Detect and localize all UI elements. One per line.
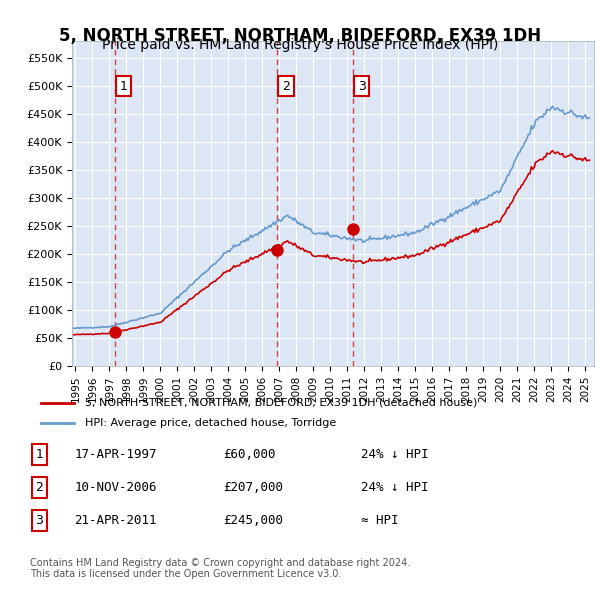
Text: 2: 2 <box>282 80 290 93</box>
Text: Price paid vs. HM Land Registry's House Price Index (HPI): Price paid vs. HM Land Registry's House … <box>102 38 498 53</box>
Text: Contains HM Land Registry data © Crown copyright and database right 2024.
This d: Contains HM Land Registry data © Crown c… <box>30 558 410 579</box>
Text: 24% ↓ HPI: 24% ↓ HPI <box>361 448 428 461</box>
Text: 2: 2 <box>35 481 43 494</box>
Text: 3: 3 <box>358 80 365 93</box>
Text: 24% ↓ HPI: 24% ↓ HPI <box>361 481 428 494</box>
Text: 21-APR-2011: 21-APR-2011 <box>74 514 157 527</box>
Text: 17-APR-1997: 17-APR-1997 <box>74 448 157 461</box>
Text: HPI: Average price, detached house, Torridge: HPI: Average price, detached house, Torr… <box>85 418 337 428</box>
Text: 3: 3 <box>35 514 43 527</box>
Text: £207,000: £207,000 <box>223 481 283 494</box>
Text: £60,000: £60,000 <box>223 448 276 461</box>
Text: ≈ HPI: ≈ HPI <box>361 514 398 527</box>
Text: £245,000: £245,000 <box>223 514 283 527</box>
Text: 5, NORTH STREET, NORTHAM, BIDEFORD, EX39 1DH (detached house): 5, NORTH STREET, NORTHAM, BIDEFORD, EX39… <box>85 398 478 408</box>
Text: 1: 1 <box>35 448 43 461</box>
Text: 5, NORTH STREET, NORTHAM, BIDEFORD, EX39 1DH: 5, NORTH STREET, NORTHAM, BIDEFORD, EX39… <box>59 27 541 45</box>
Text: 1: 1 <box>119 80 127 93</box>
Text: 10-NOV-2006: 10-NOV-2006 <box>74 481 157 494</box>
